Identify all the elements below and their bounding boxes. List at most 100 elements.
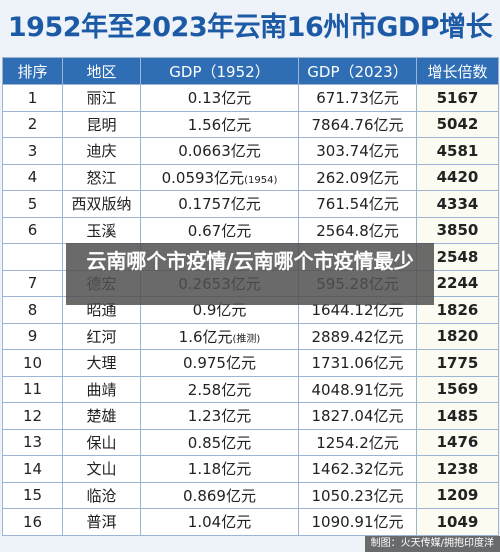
- title: 1952年至2023年云南16州市GDP增长倍数: [7, 12, 493, 99]
- cell-text: 8: [27, 300, 38, 319]
- cell-text: 0.1757亿元: [178, 195, 261, 214]
- header-cell: 排序: [2, 57, 63, 85]
- table-cell: 2889.42亿元: [298, 322, 417, 350]
- table-cell: 16: [2, 508, 63, 536]
- cell-text: 10: [22, 353, 43, 372]
- header-cell: 地区: [62, 57, 141, 85]
- table-cell: 0.975亿元: [140, 349, 299, 377]
- table-cell: 7: [2, 269, 63, 297]
- cell-text: 13: [22, 433, 43, 452]
- table-cell: 昆明: [62, 110, 141, 138]
- cell-text: 4420: [436, 168, 479, 187]
- cell-text: 保山: [86, 433, 117, 452]
- cell-text: 303.74亿元: [316, 142, 399, 161]
- table-cell: 1209: [416, 481, 499, 509]
- cell-text: 1569: [436, 380, 479, 399]
- table-cell: 4: [2, 163, 63, 191]
- table-cell: 5167: [416, 84, 499, 112]
- cell-text: 1090.91亿元: [311, 513, 404, 532]
- table-cell: 1050.23亿元: [298, 481, 417, 509]
- header-cell: GDP（2023）: [298, 57, 417, 85]
- cell-text: 2244: [436, 274, 479, 293]
- cell-text: 5167: [436, 88, 479, 107]
- table-cell: 大理: [62, 349, 141, 377]
- table-cell: 5: [2, 190, 63, 218]
- table-cell: 1476: [416, 428, 499, 456]
- table-cell: 11: [2, 375, 63, 403]
- table-cell: 9: [2, 322, 63, 350]
- table-cell: 2.58亿元: [140, 375, 299, 403]
- table-cell: 5042: [416, 110, 499, 138]
- cell-text: 西双版纳: [71, 195, 132, 214]
- table-cell: 7864.76亿元: [298, 110, 417, 138]
- table-row: 14 文山 1.18亿元 1462.32亿元 1238: [2, 455, 499, 483]
- table-cell: 303.74亿元: [298, 137, 417, 165]
- cell-text: 3850: [436, 221, 479, 240]
- table-cell: 14: [2, 455, 63, 483]
- cell-text: 761.54亿元: [316, 195, 399, 214]
- cell-text: 1049: [436, 512, 479, 531]
- table-cell: 4048.91亿元: [298, 375, 417, 403]
- cell-text: 4: [27, 168, 38, 187]
- table-cell: 6: [2, 216, 63, 244]
- cell-text: 1476: [436, 433, 479, 452]
- cell-text: 大理: [86, 354, 117, 373]
- cell-text: 1775: [436, 353, 479, 372]
- table-cell: 4334: [416, 190, 499, 218]
- table-cell: 12: [2, 402, 63, 430]
- cell-text: 2548: [436, 247, 479, 266]
- cell-text: 0.9亿元: [192, 301, 247, 320]
- cell-text: 1820: [436, 327, 479, 346]
- table-cell: 2564.8亿元: [298, 216, 417, 244]
- table-cell: 4420: [416, 163, 499, 191]
- table-row: 4 怒江 0.0593亿元(1954) 262.09亿元 4420: [2, 163, 499, 191]
- table-cell: 0.85亿元: [140, 428, 299, 456]
- cell-text: 1: [27, 88, 38, 107]
- table-cell: 1238: [416, 455, 499, 483]
- table-cell: 1.23亿元: [140, 402, 299, 430]
- table-cell: 1254.2亿元: [298, 428, 417, 456]
- table-cell: 1.6亿元(推测): [140, 322, 299, 350]
- cell-text: 1.56亿元: [187, 115, 252, 134]
- cell-text: 671.73亿元: [316, 89, 399, 108]
- cell-note: (1954): [244, 174, 278, 186]
- cell-text: 14: [22, 459, 43, 478]
- table-cell: 曲靖: [62, 375, 141, 403]
- table-row: 1 丽江 0.13亿元 671.73亿元 5167: [2, 84, 499, 112]
- table-cell: [2, 243, 63, 271]
- table-cell: 保山: [62, 428, 141, 456]
- table-cell: 15: [2, 481, 63, 509]
- cell-text: 1.6亿元: [178, 327, 233, 346]
- table-cell: 1.04亿元: [140, 508, 299, 536]
- cell-text: 临沧: [86, 486, 117, 505]
- header-row: 排序 地区 GDP（1952） GDP（2023） 增长倍数: [2, 57, 499, 85]
- table-row: 3 迪庆 0.0663亿元 303.74亿元 4581: [2, 137, 499, 165]
- table-cell: 1820: [416, 322, 499, 350]
- cell-text: 1209: [436, 486, 479, 505]
- table-cell: 西双版纳: [62, 190, 141, 218]
- table-cell: 262.09亿元: [298, 163, 417, 191]
- cell-text: 1.23亿元: [187, 407, 252, 426]
- table-cell: 2: [2, 110, 63, 138]
- table-cell: 文山: [62, 455, 141, 483]
- cell-text: 1731.06亿元: [311, 354, 404, 373]
- cell-text: 7: [27, 274, 38, 293]
- cell-text: 红河: [86, 327, 117, 346]
- cell-text: 1254.2亿元: [316, 433, 399, 452]
- cell-text: 6: [27, 221, 38, 240]
- header-cell: 增长倍数: [416, 57, 499, 85]
- table-cell: 761.54亿元: [298, 190, 417, 218]
- cell-text: 昆明: [86, 115, 117, 134]
- table-row: 6 玉溪 0.67亿元 2564.8亿元 3850: [2, 216, 499, 244]
- cell-text: 4334: [436, 194, 479, 213]
- cell-text: 昭通: [86, 301, 117, 320]
- table-cell: 临沧: [62, 481, 141, 509]
- table-row: 15 临沧 0.869亿元 1050.23亿元 1209: [2, 481, 499, 509]
- table-cell: 1731.06亿元: [298, 349, 417, 377]
- table-cell: 1.56亿元: [140, 110, 299, 138]
- table-cell: 1.18亿元: [140, 455, 299, 483]
- cell-text: 7864.76亿元: [311, 115, 404, 134]
- cell-text: 4048.91亿元: [311, 380, 404, 399]
- cell-text: 怒江: [86, 168, 117, 187]
